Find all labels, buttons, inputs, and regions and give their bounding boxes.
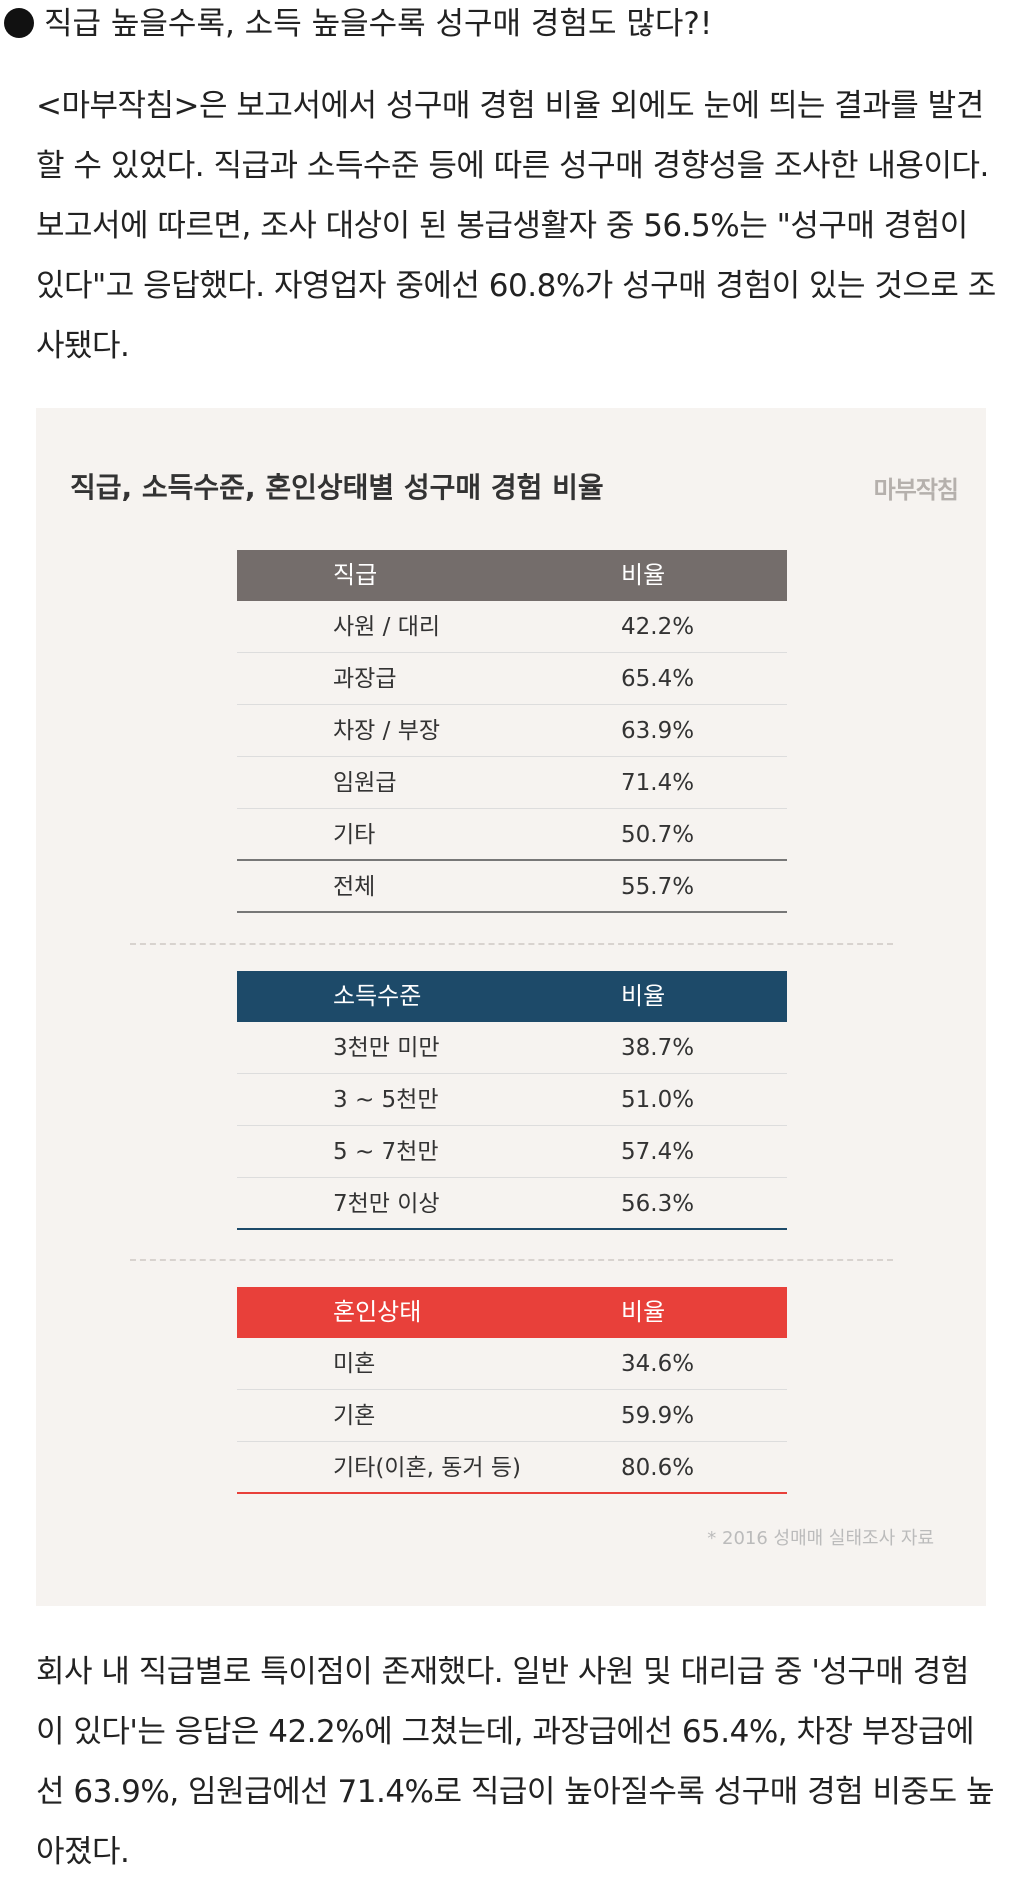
header-cell: 혼인상태 — [333, 1298, 422, 1326]
row-value: 56.3% — [621, 1191, 695, 1217]
row-value: 42.2% — [621, 614, 695, 640]
row-label: 기타(이혼, 동거 등) — [333, 1455, 521, 1481]
infographic: 직급, 소득수준, 혼인상태별 성구매 경험 비율 마부작침 * 2016 성매… — [36, 408, 986, 1606]
row-label: 5 ~ 7천만 — [333, 1139, 439, 1165]
table-row: 기타 50.7% — [237, 809, 787, 861]
table-row: 미혼 34.6% — [237, 1338, 787, 1390]
row-value: 55.7% — [621, 874, 695, 900]
row-value: 65.4% — [621, 666, 695, 692]
table-header: 혼인상태 비율 — [237, 1287, 787, 1338]
row-value: 80.6% — [621, 1455, 695, 1481]
row-label: 7천만 이상 — [333, 1191, 440, 1217]
header-cell: 소득수준 — [333, 982, 422, 1010]
divider — [130, 943, 893, 945]
row-label: 3 ~ 5천만 — [333, 1087, 439, 1113]
row-label: 3천만 미만 — [333, 1035, 440, 1061]
row-value: 38.7% — [621, 1035, 695, 1061]
header-cell: 직급 — [333, 561, 378, 589]
row-label: 기타 — [333, 822, 376, 848]
table-row: 3 ~ 5천만 51.0% — [237, 1074, 787, 1126]
logo: 마부작침 — [873, 476, 959, 504]
table-row: 3천만 미만 38.7% — [237, 1022, 787, 1074]
row-label: 미혼 — [333, 1351, 376, 1377]
table-row: 전체 55.7% — [237, 861, 787, 913]
bullet — [4, 8, 34, 38]
row-label: 사원 / 대리 — [333, 614, 441, 640]
table-row: 과장급 65.4% — [237, 653, 787, 705]
row-label: 차장 / 부장 — [333, 718, 441, 744]
row-value: 59.9% — [621, 1403, 695, 1429]
row-label: 전체 — [333, 874, 376, 900]
table-row: 기타(이혼, 동거 등) 80.6% — [237, 1442, 787, 1494]
table-row: 기혼 59.9% — [237, 1390, 787, 1442]
source-note: * 2016 성매매 실태조사 자료 — [707, 1528, 934, 1549]
row-label: 임원급 — [333, 770, 397, 796]
paragraph: <마부작침>은 보고서에서 성구매 경험 비율 외에도 눈에 띄는 결과를 발견… — [36, 88, 996, 364]
header-cell: 비율 — [621, 982, 666, 1010]
divider — [130, 1259, 893, 1261]
row-value: 63.9% — [621, 718, 695, 744]
table-header: 직급 비율 — [237, 550, 787, 601]
row-value: 57.4% — [621, 1139, 695, 1165]
paragraph: 회사 내 직급별로 특이점이 존재했다. 일반 사원 및 대리급 중 '성구매 … — [36, 1654, 994, 1870]
table-header: 소득수준 비율 — [237, 971, 787, 1022]
row-value: 34.6% — [621, 1351, 695, 1377]
row-label: 과장급 — [333, 666, 397, 692]
row-label: 기혼 — [333, 1403, 376, 1429]
table-row: 임원급 71.4% — [237, 757, 787, 809]
row-value: 51.0% — [621, 1087, 695, 1113]
header-cell: 비율 — [621, 561, 666, 589]
row-value: 71.4% — [621, 770, 695, 796]
row-value: 50.7% — [621, 822, 695, 848]
table-row: 차장 / 부장 63.9% — [237, 705, 787, 757]
heading: 직급 높을수록, 소득 높을수록 성구매 경험도 많다?! — [44, 6, 713, 42]
table-row: 5 ~ 7천만 57.4% — [237, 1126, 787, 1178]
table-row: 7천만 이상 56.3% — [237, 1178, 787, 1230]
infographic-title: 직급, 소득수준, 혼인상태별 성구매 경험 비율 — [70, 471, 604, 504]
header-cell: 비율 — [621, 1298, 666, 1326]
table-row: 사원 / 대리 42.2% — [237, 601, 787, 653]
